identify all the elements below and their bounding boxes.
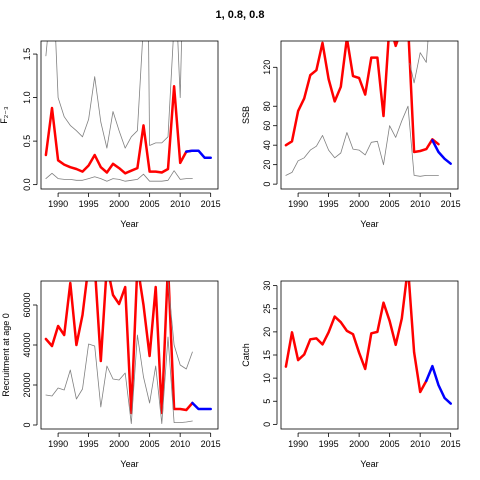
y-tick-label: 20 <box>262 160 272 170</box>
y-tick-label: 0 <box>262 422 272 427</box>
y-axis-label: Catch <box>241 343 251 367</box>
x-tick-label: 2015 <box>201 199 221 209</box>
f-series <box>44 41 212 182</box>
panel-ssb: 1990 1995 2000 2005 2010 2015 0 20 40 60 80 120 Year… <box>241 40 461 229</box>
recruitment-estimate-line <box>44 281 194 415</box>
y-axis-label: SSB <box>241 106 251 124</box>
y-tick-label: 40 <box>262 140 272 150</box>
ssb-projection-line <box>431 139 452 165</box>
x-tick-label: 1995 <box>319 439 339 449</box>
y-tick-label: 20 <box>262 327 272 337</box>
x-tick-label: 2010 <box>410 439 430 449</box>
y-tick-label: 60000 <box>22 292 32 317</box>
x-tick-label: 2005 <box>380 439 400 449</box>
ssb-series <box>284 41 452 177</box>
catch-series <box>284 281 452 405</box>
y-tick-label: 0.5 <box>22 135 32 148</box>
plot-frame <box>40 280 219 430</box>
x-tick-label: 1990 <box>288 199 308 209</box>
y-axis-label: Recruitment at age 0 <box>1 313 11 397</box>
recruitment-series <box>44 281 212 425</box>
y-axis-label: F₂₋₃ <box>0 106 9 124</box>
x-tick-label: 2010 <box>170 199 190 209</box>
x-tick-label: 2010 <box>410 199 430 209</box>
x-tick-label: 2005 <box>140 199 160 209</box>
y-tick-label: 15 <box>262 350 272 360</box>
catch-estimate-line <box>284 281 428 394</box>
y-tick-label: 0 <box>22 422 32 427</box>
panel-recruitment: 1990 1995 2000 2005 2010 2015 0 20000 40000 60000… <box>1 280 221 469</box>
y-tick-label: 5 <box>262 399 272 404</box>
ssb-estimate-line <box>284 41 440 154</box>
y-tick-label: 0 <box>262 182 272 187</box>
ssb-upper-line <box>409 41 429 84</box>
f-projection-line <box>185 149 212 159</box>
y-tick-label: 0.0 <box>22 178 32 191</box>
x-tick-label: 2015 <box>441 199 461 209</box>
x-tick-label: 2005 <box>140 439 160 449</box>
y-tick-label: 40000 <box>22 332 32 357</box>
y-tick-label: 80 <box>262 101 272 111</box>
figure-title: 1, 0.8, 0.8 <box>215 9 265 21</box>
ssb-lower-line <box>285 105 439 177</box>
x-axis-label: Year <box>120 219 138 229</box>
plot-frame <box>280 280 459 430</box>
y-tick-label: 10 <box>262 373 272 383</box>
x-axis-label: Year <box>120 459 138 469</box>
catch-projection-line <box>425 364 452 405</box>
plot-frame <box>40 40 219 190</box>
x-tick-label: 2000 <box>349 199 369 209</box>
x-tick-label: 1995 <box>319 199 339 209</box>
f-estimate-line <box>44 85 194 175</box>
x-tick-label: 2000 <box>349 439 369 449</box>
x-tick-label: 2000 <box>109 199 129 209</box>
panel-f: 1990 1995 2000 2005 2010 2015 0.0 0.5 1.0 1.5 Year… <box>0 40 221 229</box>
f-upper-line <box>45 41 182 149</box>
recruitment-projection-line <box>191 401 212 411</box>
y-tick-label: 60 <box>262 121 272 131</box>
y-tick-label: 1.0 <box>22 91 32 104</box>
x-tick-label: 2015 <box>201 439 221 449</box>
x-tick-label: 2005 <box>380 199 400 209</box>
recruitment-lower-line <box>45 334 193 425</box>
x-tick-label: 1990 <box>48 439 68 449</box>
f-lower-line <box>45 170 193 182</box>
x-tick-label: 2000 <box>109 439 129 449</box>
recruitment-upper-line <box>167 281 193 370</box>
y-tick-label: 20000 <box>22 372 32 397</box>
y-tick-label: 30 <box>262 281 272 291</box>
x-tick-label: 2010 <box>170 439 190 449</box>
x-tick-label: 2015 <box>441 439 461 449</box>
panel-catch: 1990 1995 2000 2005 2010 2015 0 5 10 15 20 25 30 Year… <box>241 280 461 469</box>
x-tick-label: 1995 <box>79 439 99 449</box>
plot-frame <box>280 40 459 190</box>
x-axis-label: Year <box>360 219 378 229</box>
y-tick-label: 25 <box>262 304 272 314</box>
y-tick-label: 1.5 <box>22 48 32 61</box>
x-tick-label: 1990 <box>288 439 308 449</box>
x-tick-label: 1990 <box>48 199 68 209</box>
y-tick-label: 120 <box>262 60 272 75</box>
x-tick-label: 1995 <box>79 199 99 209</box>
x-axis-label: Year <box>360 459 378 469</box>
